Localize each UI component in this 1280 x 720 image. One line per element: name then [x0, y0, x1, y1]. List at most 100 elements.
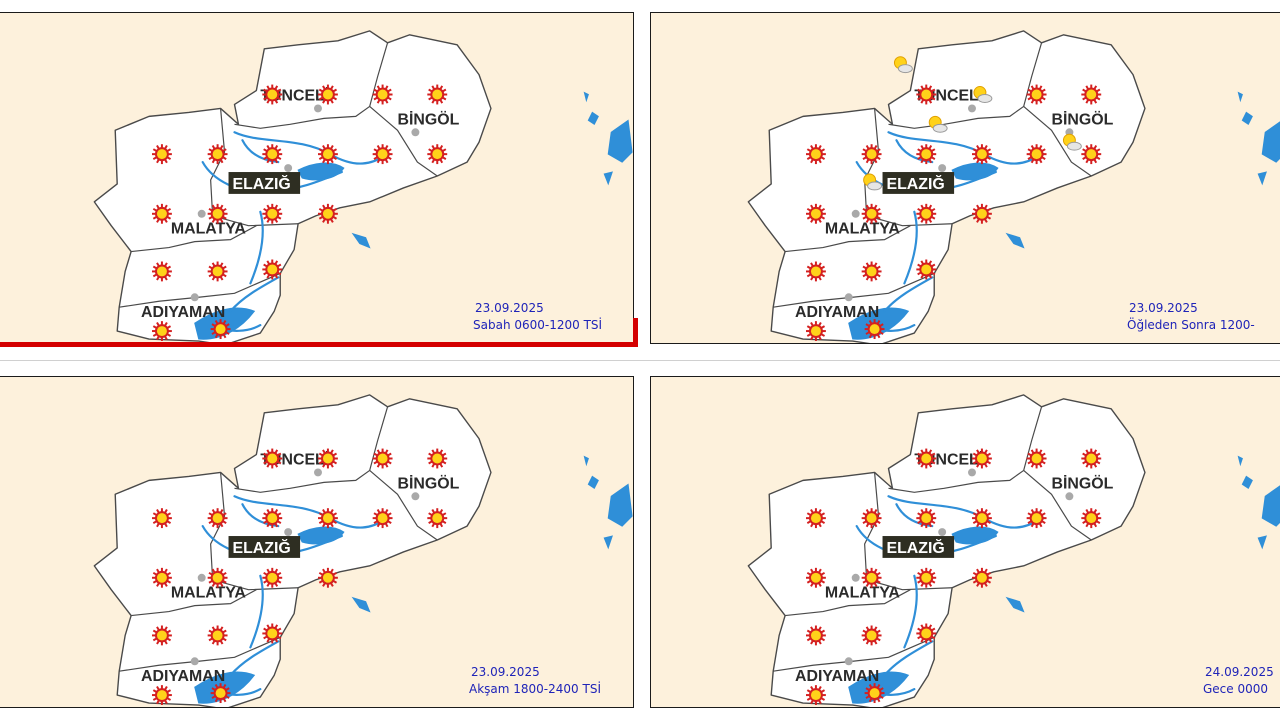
bingol-city-dot [1065, 492, 1074, 501]
malatya-city-dot [197, 209, 206, 218]
partly-cloudy-icon [928, 115, 948, 133]
forecast-date: 23.09.2025 [1129, 301, 1198, 315]
adiyaman-city-dot [190, 657, 199, 666]
label-malatya: MALATYA [825, 585, 901, 602]
label-adiyaman: ADIYAMAN [795, 304, 879, 321]
partly-cloudy-icon [973, 86, 993, 103]
sun-icon [427, 508, 448, 529]
sun-icon [971, 508, 992, 529]
sun-icon [1081, 144, 1102, 165]
sun-icon [427, 448, 448, 469]
sun-icon [210, 319, 231, 340]
sun-icon [317, 448, 338, 469]
sun-icon [151, 144, 172, 165]
sun-icon [151, 321, 172, 342]
label-elazig: ELAZIĞ [233, 174, 291, 193]
forecast-date: 23.09.2025 [475, 301, 544, 315]
label-bingol: BİNGÖL [1052, 109, 1114, 128]
sun-icon [1026, 508, 1047, 529]
sun-icon [916, 84, 937, 105]
sun-icon [372, 84, 393, 105]
label-adiyaman: ADIYAMAN [795, 668, 879, 685]
sun-icon [262, 567, 283, 588]
row-divider [0, 360, 1280, 361]
tunceli-city-dot [968, 468, 976, 477]
sun-icon [805, 625, 826, 646]
forecast-period: Akşam 1800-2400 TSİ [469, 682, 601, 696]
sun-icon [151, 685, 172, 706]
sun-icon [1081, 84, 1102, 105]
sun-icon [210, 683, 231, 704]
sun-icon [262, 144, 283, 165]
sun-icon [805, 144, 826, 165]
elazig-city-dot [938, 164, 947, 173]
sun-icon [1026, 84, 1047, 105]
sun-icon [1026, 144, 1047, 165]
sun-icon [151, 625, 172, 646]
lake-shape [1261, 121, 1280, 163]
label-adiyaman: ADIYAMAN [141, 304, 225, 321]
adiyaman-city-dot [844, 657, 853, 666]
forecast-date: 23.09.2025 [471, 665, 540, 679]
forecast-panel-afternoon[interactable]: TUNCELİ BİNGÖL ELAZIĞ MALATYA ADIYAMAN 2… [650, 12, 1280, 344]
selected-panel-indicator [0, 342, 638, 347]
sun-icon [971, 448, 992, 469]
sun-icon [207, 203, 228, 224]
sun-icon [427, 84, 448, 105]
label-elazig-box [228, 172, 301, 194]
region-map: TUNCELİ BİNGÖL ELAZIĞ MALATYA ADIYAMAN [93, 30, 633, 343]
sun-icon [317, 567, 338, 588]
sun-icon [861, 203, 882, 224]
sun-icon [427, 144, 448, 165]
sun-icon [262, 203, 283, 224]
sun-icon [805, 261, 826, 282]
label-elazig-box [882, 172, 955, 194]
lake-shape [607, 119, 633, 163]
forecast-panel-morning[interactable]: TUNCELİ BİNGÖL ELAZIĞ MALATYA ADIYAMAN 2… [0, 12, 634, 344]
sun-icon [861, 567, 882, 588]
sun-icon [916, 508, 937, 529]
forecast-period: Gece 0000 [1203, 682, 1269, 696]
sun-icon [805, 508, 826, 529]
sun-icon [151, 567, 172, 588]
label-bingol: BİNGÖL [1052, 473, 1114, 492]
label-malatya: MALATYA [171, 221, 247, 238]
partly-cloudy-icon [893, 56, 913, 74]
label-bingol: BİNGÖL [398, 473, 460, 492]
sun-icon [262, 448, 283, 469]
sun-icon [207, 625, 228, 646]
sun-icon [861, 508, 882, 529]
sun-icon [916, 448, 937, 469]
sun-icon [207, 144, 228, 165]
sun-icon [317, 203, 338, 224]
sun-icon [971, 144, 992, 165]
label-elazig: ELAZIĞ [887, 174, 945, 193]
sun-icon [372, 448, 393, 469]
lake-shape [607, 483, 633, 527]
bingol-city-dot [411, 492, 420, 501]
sun-icon [861, 625, 882, 646]
label-elazig-box [228, 536, 301, 558]
bingol-city-dot [411, 128, 420, 137]
sun-icon [317, 508, 338, 529]
label-malatya: MALATYA [171, 585, 247, 602]
elazig-city-dot [284, 528, 293, 537]
adiyaman-city-dot [190, 293, 199, 302]
sun-icon [207, 567, 228, 588]
sun-icon [864, 683, 885, 704]
weather-icons-layer [151, 84, 448, 342]
label-elazig: ELAZIĞ [887, 538, 945, 557]
label-elazig-box [882, 536, 955, 558]
sun-icon [916, 259, 937, 280]
forecast-panel-night[interactable]: TUNCELİ BİNGÖL ELAZIĞ MALATYA ADIYAMAN 2… [650, 376, 1280, 708]
forecast-panel-evening[interactable]: TUNCELİ BİNGÖL ELAZIĞ MALATYA ADIYAMAN 2… [0, 376, 634, 708]
sun-icon [151, 261, 172, 282]
region-map: TUNCELİ BİNGÖL ELAZIĞ MALATYA ADIYAMAN [747, 30, 1280, 343]
forecast-date: 24.09.2025 [1205, 665, 1274, 679]
label-elazig: ELAZIĞ [233, 538, 291, 557]
malatya-city-dot [851, 573, 860, 582]
region-map: TUNCELİ BİNGÖL ELAZIĞ MALATYA ADIYAMAN [747, 394, 1280, 707]
label-malatya: MALATYA [825, 221, 901, 238]
sun-icon [805, 567, 826, 588]
sun-icon [916, 144, 937, 165]
